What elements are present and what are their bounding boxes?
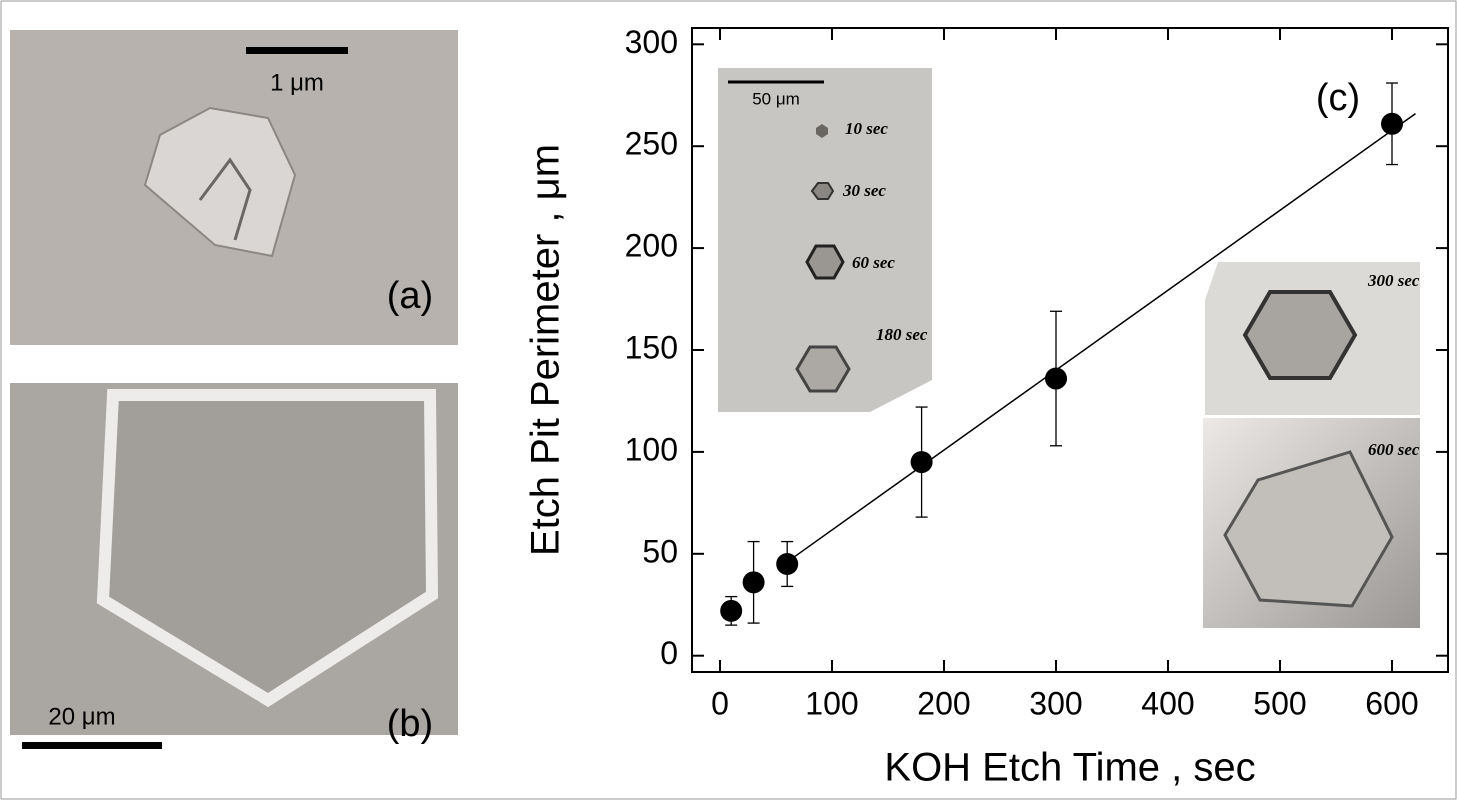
y-tick-label: 50 [642,533,678,569]
x-tick-label: 400 [1141,685,1194,721]
x-tick-label: 0 [711,685,729,721]
inset-label: 30 sec [842,181,886,200]
scale-bar-label: 1 μm [270,69,324,96]
panel-label: (b) [387,703,433,745]
scale-bar [246,47,348,54]
x-tick-label: 100 [805,685,858,721]
y-tick-label: 0 [660,635,678,671]
data-point [911,451,933,473]
inset-label: 300 sec [1367,271,1420,290]
data-point [720,600,742,622]
scale-bar [22,742,162,749]
data-point [1045,368,1067,390]
x-tick-label: 500 [1253,685,1306,721]
x-tick-label: 600 [1365,685,1418,721]
data-point [1381,113,1403,135]
inset-label: 600 sec [1368,440,1420,459]
inset-label: 180 sec [876,325,928,344]
x-tick-label: 200 [917,685,970,721]
y-tick-label: 250 [625,126,678,162]
figure: 1 μm (a) 20 μm (b) 50 μm 0 100 200 300 400 50… [0,0,1457,800]
y-tick-label: 150 [625,329,678,365]
panel-label: (a) [387,275,433,317]
inset-pit [807,246,843,278]
data-point [776,553,798,575]
y-tick-label: 300 [625,24,678,60]
inset-pit [797,347,849,391]
inset-label: 60 sec [852,253,895,272]
y-tick-label: 100 [625,431,678,467]
inset-label: 10 sec [845,119,888,138]
inset-pit [1245,292,1355,378]
data-point [743,571,765,593]
y-tick-label: 200 [625,228,678,264]
inset-scale-bar-label: 50 μm [752,89,800,108]
x-axis-label: KOH Etch Time , sec [884,746,1255,790]
y-axis-label: Etch Pit Perimeter , μm [524,144,568,556]
x-tick-label: 300 [1029,685,1082,721]
scale-bar-label: 20 μm [48,703,115,730]
panel-label: (c) [1316,77,1360,119]
page: 1 μm (a) 20 μm (b) 50 μm 0 100 200 300 400 50… [0,0,1457,805]
inset-pit [812,183,833,199]
